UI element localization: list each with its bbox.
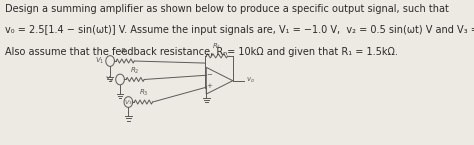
Text: $R_1$: $R_1$ [120,47,130,57]
Text: $R_f$: $R_f$ [212,42,222,52]
Text: $v_o$: $v_o$ [246,76,255,85]
Text: $R_2$: $R_2$ [130,66,140,76]
Text: $V_1$: $V_1$ [95,56,104,66]
Text: $V_3$: $V_3$ [124,98,133,107]
Text: Design a summing amplifier as shown below to produce a specific output signal, s: Design a summing amplifier as shown belo… [5,4,448,14]
Text: $v_2$: $v_2$ [105,75,114,84]
Text: −: − [207,72,212,78]
Text: Also assume that the feedback resistance, Rₙ= 10kΩ and given that R₁ = 1.5kΩ.: Also assume that the feedback resistance… [5,47,398,57]
Text: $R_3$: $R_3$ [138,88,148,98]
Text: v₀ = 2.5[1.4 − sin(ωt)] V. Assume the input signals are, V₁ = −1.0 V,  v₂ = 0.5 : v₀ = 2.5[1.4 − sin(ωt)] V. Assume the in… [5,25,474,35]
Text: +: + [207,83,212,89]
